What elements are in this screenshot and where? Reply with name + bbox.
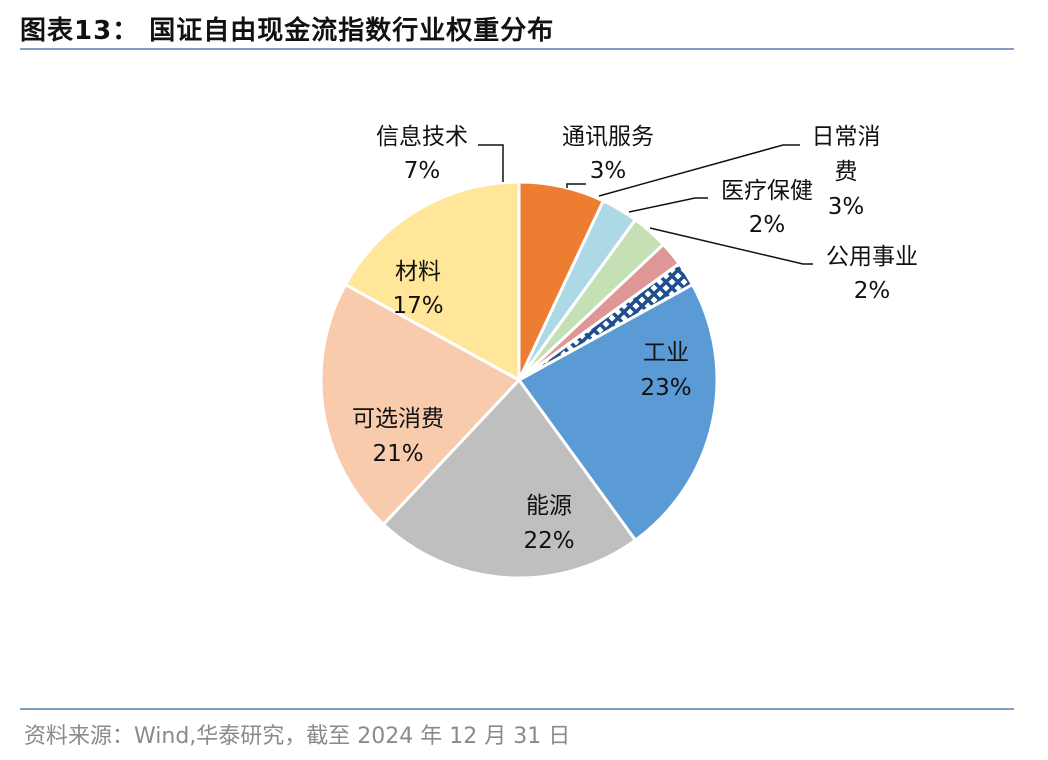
slice-labels: 信息技术 7% 通讯服务 3% 日常消费 3% 医疗保健 2% 公用事业 2% 工业 23% 能源 22%… (352, 124, 918, 554)
slice-value-label-2: 3% (590, 158, 627, 184)
slice-value-label-7: 22% (523, 528, 574, 554)
slice-name-label-4: 医疗保健 (721, 178, 813, 204)
slice-value-label-6: 23% (640, 375, 691, 401)
slice-name-label-2: 通讯服务 (562, 124, 654, 150)
slice-name-label-8: 可选消费 (352, 406, 444, 432)
pie-slice-9 (343, 180, 521, 382)
pie-slice-8 (319, 283, 521, 526)
pie-slices (319, 180, 719, 580)
pie-slice-6 (517, 283, 719, 542)
figure-title: 图表13： 国证自由现金流指数行业权重分布 (20, 16, 555, 46)
slice-value-label-3: 3% (828, 194, 865, 220)
slice-value-label-9: 17% (392, 293, 443, 319)
leader-line-3 (598, 144, 800, 197)
slice-name-label-1: 信息技术 (376, 124, 468, 150)
pie-slice-7 (381, 378, 637, 580)
slice-value-label-5: 2% (854, 278, 891, 304)
slice-value-label-8: 21% (372, 441, 423, 467)
slice-value-label-4: 2% (749, 212, 786, 238)
source-divider (20, 708, 1014, 710)
slice-name-label-3: 日常消费 (812, 124, 881, 185)
title-divider (20, 48, 1014, 50)
leader-lines (478, 144, 813, 265)
slice-name-label-9: 材料 (395, 259, 441, 285)
slice-name-label-7: 能源 (526, 493, 572, 519)
slice-name-label-6: 工业 (643, 340, 689, 366)
leader-line-4 (628, 197, 708, 213)
leader-line-2 (566, 183, 586, 188)
slice-value-label-1: 7% (404, 158, 441, 184)
leader-line-1 (478, 144, 504, 182)
slice-name-label-5: 公用事业 (826, 244, 918, 270)
leader-line-5 (649, 227, 813, 265)
source-note: 资料来源：Wind,华泰研究，截至 2024 年 12 月 31 日 (24, 724, 571, 749)
